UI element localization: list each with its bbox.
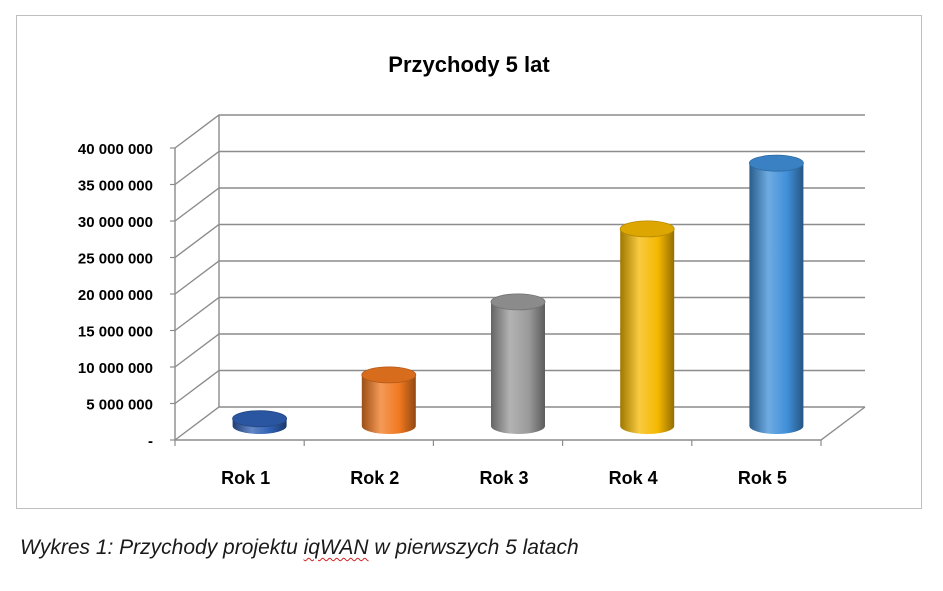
y-tick-label: 5 000 000 — [86, 397, 153, 414]
gridlines — [174, 114, 865, 441]
bar-top — [749, 154, 804, 172]
bar-5 — [749, 154, 804, 434]
y-tick-label: 35 000 000 — [78, 178, 153, 195]
chart-frame: Przychody 5 lat - 5 000 000 10 000 000 15 0… — [16, 15, 922, 509]
y-axis-ticks: - 5 000 000 10 000 000 15 000 000 20 000 000… — [78, 141, 175, 450]
bar-1 — [232, 410, 288, 434]
x-tick-label: Rok 4 — [609, 468, 658, 488]
bar-body — [620, 228, 675, 434]
bar-top — [490, 293, 546, 311]
chart-title: Przychody 5 lat — [388, 52, 550, 77]
revenue-chart: Przychody 5 lat - 5 000 000 10 000 000 15 0… — [78, 52, 866, 488]
figure-caption: Wykres 1: Przychody projektu iqWAN w pie… — [20, 536, 579, 560]
bar-3 — [490, 293, 546, 434]
bars — [232, 154, 804, 434]
caption-suffix: w pierwszych 5 latach — [368, 536, 579, 559]
bar-top — [232, 410, 288, 428]
bar-body — [491, 301, 545, 434]
y-tick-label: 30 000 000 — [78, 214, 153, 231]
y-tick-label: 10 000 000 — [78, 360, 153, 377]
y-tick-label: 20 000 000 — [78, 287, 153, 304]
bar-2 — [361, 366, 417, 434]
y-tick-label: - — [148, 433, 153, 450]
bar-top — [361, 366, 417, 384]
x-tick-label: Rok 2 — [350, 468, 399, 488]
x-axis-ticks: Rok 1 Rok 2 Rok 3 Rok 4 Rok 5 — [174, 440, 822, 488]
caption-project-name: iqWAN — [303, 536, 369, 559]
y-tick-label: 25 000 000 — [78, 251, 153, 268]
y-tick-label: 15 000 000 — [78, 324, 153, 341]
bar-top — [619, 220, 675, 238]
y-tick-label: 40 000 000 — [78, 141, 153, 158]
bar-4 — [619, 220, 675, 434]
gridline — [174, 187, 865, 222]
caption-prefix: Wykres 1: Przychody projektu — [20, 536, 304, 559]
x-tick-label: Rok 3 — [479, 468, 528, 488]
x-tick-label: Rok 5 — [738, 468, 787, 488]
bar-body — [361, 374, 416, 434]
gridline — [174, 150, 865, 186]
x-tick-label: Rok 1 — [221, 468, 270, 488]
gridline — [174, 114, 865, 149]
bar-body — [749, 163, 804, 434]
